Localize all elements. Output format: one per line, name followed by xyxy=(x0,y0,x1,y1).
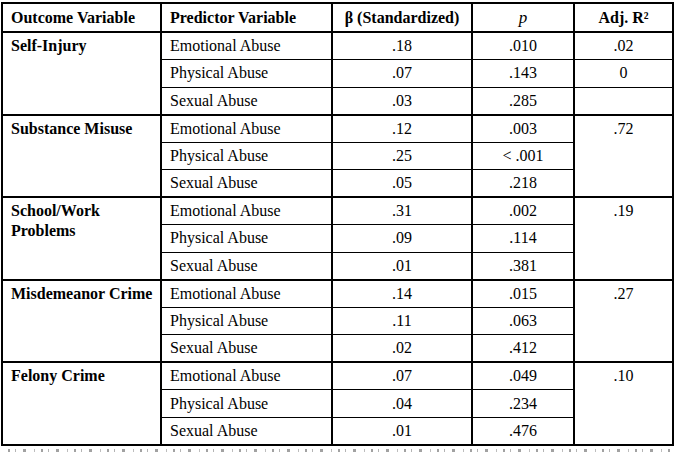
beta-cell: .02 xyxy=(332,335,472,363)
p-cell: .143 xyxy=(472,60,574,88)
adj-r2-cell xyxy=(574,87,673,115)
p-cell: .218 xyxy=(472,170,574,198)
outcome-cell: Misdemeanor Crime xyxy=(2,280,161,363)
adj-r2-cell: .10 xyxy=(574,362,673,445)
p-cell: .063 xyxy=(472,307,574,335)
header-adj-r2: Adj. R² xyxy=(574,3,673,32)
beta-cell: .18 xyxy=(332,32,472,60)
beta-cell: .07 xyxy=(332,60,472,88)
predictor-cell: Emotional Abuse xyxy=(161,362,332,390)
predictor-cell: Sexual Abuse xyxy=(161,87,332,115)
predictor-cell: Emotional Abuse xyxy=(161,32,332,60)
predictor-cell: Physical Abuse xyxy=(161,390,332,418)
beta-cell: .31 xyxy=(332,197,472,225)
regression-results-table: Outcome Variable Predictor Variable β (S… xyxy=(1,2,674,446)
predictor-cell: Emotional Abuse xyxy=(161,115,332,143)
p-cell: .003 xyxy=(472,115,574,143)
adj-r2-cell: .02 xyxy=(574,32,673,60)
header-predictor-variable: Predictor Variable xyxy=(161,3,332,32)
p-cell: .002 xyxy=(472,197,574,225)
adj-r2-cell: .27 xyxy=(574,280,673,363)
adj-r2-cell: 0 xyxy=(574,60,673,88)
beta-cell: .07 xyxy=(332,362,472,390)
outcome-cell: Felony Crime xyxy=(2,362,161,445)
beta-cell: .11 xyxy=(332,307,472,335)
p-cell: .234 xyxy=(472,390,574,418)
outcome-cell: Substance Misuse xyxy=(2,115,161,198)
table-row: Felony Crime Emotional Abuse .07 .049 .1… xyxy=(2,362,673,390)
predictor-cell: Physical Abuse xyxy=(161,60,332,88)
p-cell: .412 xyxy=(472,335,574,363)
predictor-cell: Sexual Abuse xyxy=(161,335,332,363)
p-cell: < .001 xyxy=(472,142,574,170)
p-cell: .049 xyxy=(472,362,574,390)
beta-cell: .25 xyxy=(332,142,472,170)
beta-cell: .01 xyxy=(332,252,472,280)
beta-cell: .09 xyxy=(332,225,472,253)
table-row: Substance Misuse Emotional Abuse .12 .00… xyxy=(2,115,673,143)
beta-cell: .12 xyxy=(332,115,472,143)
p-cell: .010 xyxy=(472,32,574,60)
adj-r2-cell: .72 xyxy=(574,115,673,198)
p-cell: .285 xyxy=(472,87,574,115)
beta-cell: .03 xyxy=(332,87,472,115)
beta-cell: .05 xyxy=(332,170,472,198)
p-cell: .381 xyxy=(472,252,574,280)
outcome-cell: School/Work Problems xyxy=(2,197,161,280)
adj-r2-cell: .19 xyxy=(574,197,673,280)
table-row: Misdemeanor Crime Emotional Abuse .14 .0… xyxy=(2,280,673,308)
predictor-cell: Physical Abuse xyxy=(161,142,332,170)
beta-cell: .14 xyxy=(332,280,472,308)
scanned-table-page: Outcome Variable Predictor Variable β (S… xyxy=(0,0,675,452)
predictor-cell: Sexual Abuse xyxy=(161,170,332,198)
predictor-cell: Physical Abuse xyxy=(161,225,332,253)
header-row: Outcome Variable Predictor Variable β (S… xyxy=(2,3,673,32)
outcome-cell: Self-Injury xyxy=(2,32,161,115)
predictor-cell: Sexual Abuse xyxy=(161,252,332,280)
header-beta-standardized: β (Standardized) xyxy=(332,3,472,32)
header-p-value: p xyxy=(472,3,574,32)
table-row: Self-Injury Emotional Abuse .18 .010 .02 xyxy=(2,32,673,60)
header-outcome-variable: Outcome Variable xyxy=(2,3,161,32)
beta-cell: .04 xyxy=(332,390,472,418)
p-cell: .114 xyxy=(472,225,574,253)
predictor-cell: Emotional Abuse xyxy=(161,197,332,225)
predictor-cell: Emotional Abuse xyxy=(161,280,332,308)
p-cell: .015 xyxy=(472,280,574,308)
p-cell: .476 xyxy=(472,417,574,445)
predictor-cell: Physical Abuse xyxy=(161,307,332,335)
beta-cell: .01 xyxy=(332,417,472,445)
table-row: School/Work Problems Emotional Abuse .31… xyxy=(2,197,673,225)
predictor-cell: Sexual Abuse xyxy=(161,417,332,445)
